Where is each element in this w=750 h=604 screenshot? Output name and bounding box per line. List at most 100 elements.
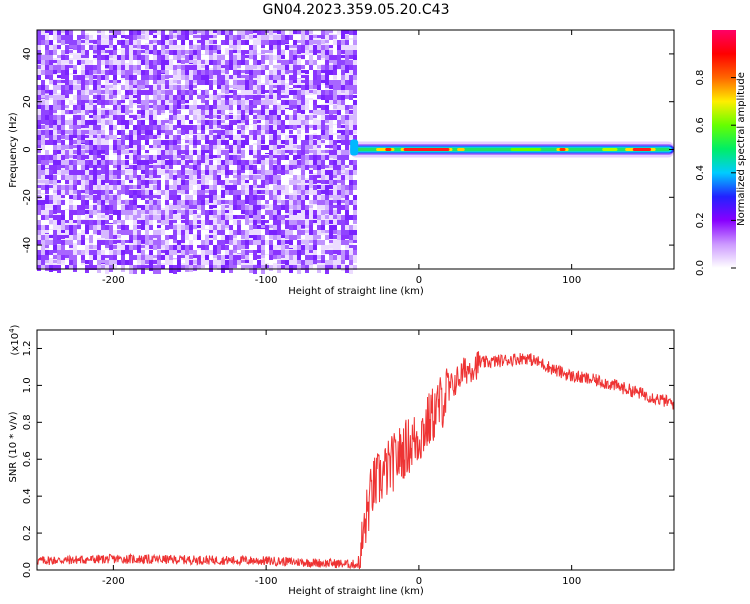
noise-cell (149, 45, 153, 54)
noise-cell (197, 35, 201, 38)
noise-cell (81, 65, 85, 69)
noise-cell (197, 230, 201, 239)
noise-cell (345, 110, 349, 114)
noise-cell (241, 180, 245, 183)
noise-cell (345, 170, 349, 177)
noise-cell (293, 85, 297, 88)
noise-cell (353, 245, 357, 250)
noise-cell (225, 65, 229, 74)
noise-cell (129, 150, 133, 153)
noise-cell (101, 115, 105, 118)
noise-cell (281, 175, 285, 180)
noise-cell (305, 145, 309, 153)
noise-cell (213, 150, 217, 157)
noise-cell (161, 180, 165, 189)
noise-cell (349, 100, 353, 106)
noise-cell (297, 180, 301, 183)
noise-cell (81, 255, 85, 263)
noise-cell (317, 100, 321, 106)
noise-cell (345, 95, 349, 99)
noise-cell (297, 110, 301, 113)
noise-cell (233, 185, 237, 192)
noise-cell (89, 170, 93, 175)
noise-cell (221, 50, 225, 54)
noise-cell (137, 205, 141, 208)
noise-cell (245, 65, 249, 71)
noise-cell (81, 230, 85, 235)
noise-cell (253, 60, 257, 69)
noise-cell (237, 95, 241, 102)
noise-cell (57, 230, 61, 235)
noise-cell (121, 145, 125, 151)
noise-cell (65, 200, 69, 209)
noise-cell (93, 155, 97, 161)
noise-cell (117, 110, 121, 116)
noise-cell (285, 265, 289, 270)
noise-cell (285, 245, 289, 249)
noise-cell (245, 95, 249, 103)
noise-cell (297, 185, 301, 190)
noise-cell (97, 245, 101, 254)
noise-cell (181, 75, 185, 83)
noise-cell (329, 180, 333, 186)
y-tick-label: 40 (22, 48, 33, 61)
noise-cell (341, 230, 345, 236)
noise-cell (261, 140, 265, 144)
noise-cell (37, 240, 41, 247)
noise-cell (185, 40, 189, 48)
noise-cell (337, 55, 341, 64)
noise-cell (213, 185, 217, 192)
noise-cell (37, 250, 41, 255)
noise-cell (289, 45, 293, 48)
noise-cell (81, 160, 85, 165)
noise-cell (197, 30, 201, 33)
noise-cell (253, 95, 257, 104)
noise-cell (225, 190, 229, 197)
noise-cell (177, 230, 181, 238)
noise-cell (149, 175, 153, 179)
noise-cell (281, 70, 285, 79)
noise-cell (293, 35, 297, 44)
noise-cell (253, 215, 257, 220)
noise-cell (65, 230, 69, 237)
noise-cell (41, 260, 45, 267)
noise-cell (165, 210, 169, 219)
noise-cell (345, 30, 349, 34)
noise-cell (169, 215, 173, 219)
noise-cell (293, 265, 297, 270)
noise-cell (329, 215, 333, 220)
noise-cell (53, 115, 57, 124)
noise-cell (329, 80, 333, 86)
noise-cell (165, 240, 169, 244)
noise-cell (85, 220, 89, 228)
noise-cell (157, 40, 161, 48)
noise-cell (121, 230, 125, 237)
noise-cell (269, 45, 273, 51)
noise-cell (109, 95, 113, 99)
noise-cell (45, 110, 49, 119)
noise-cell (277, 60, 281, 63)
noise-cell (113, 30, 117, 38)
noise-cell (93, 145, 97, 152)
noise-cell (105, 180, 109, 183)
noise-cell (329, 100, 333, 106)
noise-cell (241, 90, 245, 94)
noise-cell (261, 205, 265, 209)
noise-cell (161, 65, 165, 74)
noise-cell (97, 200, 101, 207)
noise-cell (225, 35, 229, 43)
noise-cell (145, 205, 149, 213)
noise-cell (57, 105, 61, 114)
noise-cell (321, 45, 325, 53)
noise-cell (161, 55, 165, 61)
noise-cell (49, 205, 53, 208)
noise-cell (245, 75, 249, 82)
noise-cell (149, 50, 153, 54)
noise-cell (129, 30, 133, 36)
noise-cell (249, 90, 253, 96)
noise-cell (165, 175, 169, 181)
noise-cell (273, 65, 277, 68)
noise-cell (81, 265, 85, 268)
noise-cell (117, 125, 121, 133)
